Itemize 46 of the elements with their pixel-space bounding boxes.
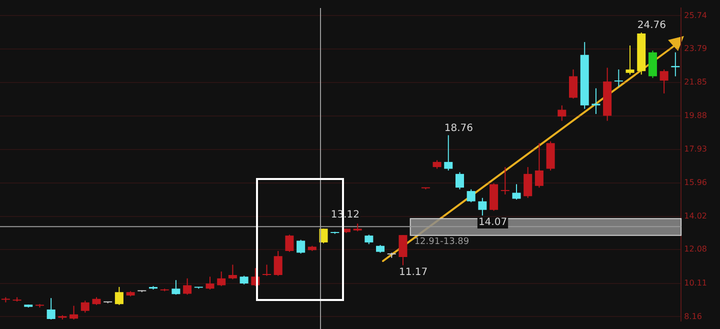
- candlestick: [114, 286, 124, 306]
- candlestick: [444, 134, 453, 171]
- candlestick: [398, 234, 408, 266]
- candlestick: [478, 197, 487, 216]
- candlestick: [217, 271, 226, 287]
- candlestick: [262, 264, 272, 276]
- candlestick: [524, 166, 532, 198]
- y-tick-label: 21.85: [684, 77, 708, 86]
- band-label: 12.91-13.89: [414, 237, 470, 248]
- y-tick-label: 15.96: [684, 178, 708, 188]
- candlestick: [296, 239, 306, 254]
- y-tick-label: 12.08: [684, 244, 708, 254]
- candlestick: [648, 50, 657, 79]
- candlestick: [46, 298, 56, 320]
- y-tick-label: 19.88: [684, 111, 708, 120]
- candlestick: [626, 44, 634, 76]
- candlestick: [80, 300, 90, 314]
- y-tick-label: 25.74: [684, 10, 708, 20]
- candlestick: [455, 172, 464, 190]
- y-tick-label: 8.16: [684, 312, 702, 321]
- candlestick: [70, 305, 78, 320]
- y-tick-label: 14.02: [684, 211, 708, 220]
- candlestick: [500, 166, 510, 195]
- candlestick: [512, 184, 521, 200]
- candlestick: [534, 142, 544, 188]
- candlestick: [183, 278, 192, 296]
- candlestick: [228, 264, 237, 280]
- annotation: 18.76: [444, 122, 474, 134]
- candlestick: [569, 68, 578, 100]
- candlestick: [660, 68, 668, 94]
- candlestick: [466, 188, 476, 203]
- y-tick-label: 10.11: [684, 278, 708, 288]
- annotation: 24.76: [637, 20, 666, 32]
- candlestick: [274, 250, 282, 276]
- candlestick: [172, 280, 180, 296]
- y-tick-label: 17.93: [684, 144, 708, 154]
- y-tick-label: 23.79: [684, 44, 708, 54]
- candlestick: [206, 276, 214, 290]
- candlestick: [592, 88, 600, 114]
- candlestick: [319, 228, 328, 244]
- candlestick: [285, 234, 294, 252]
- annotation: 14.07: [478, 217, 508, 228]
- candlestick: [614, 68, 623, 88]
- candlestick: [558, 104, 566, 122]
- annotation: 11.17: [398, 266, 428, 278]
- candlestick: [364, 234, 374, 245]
